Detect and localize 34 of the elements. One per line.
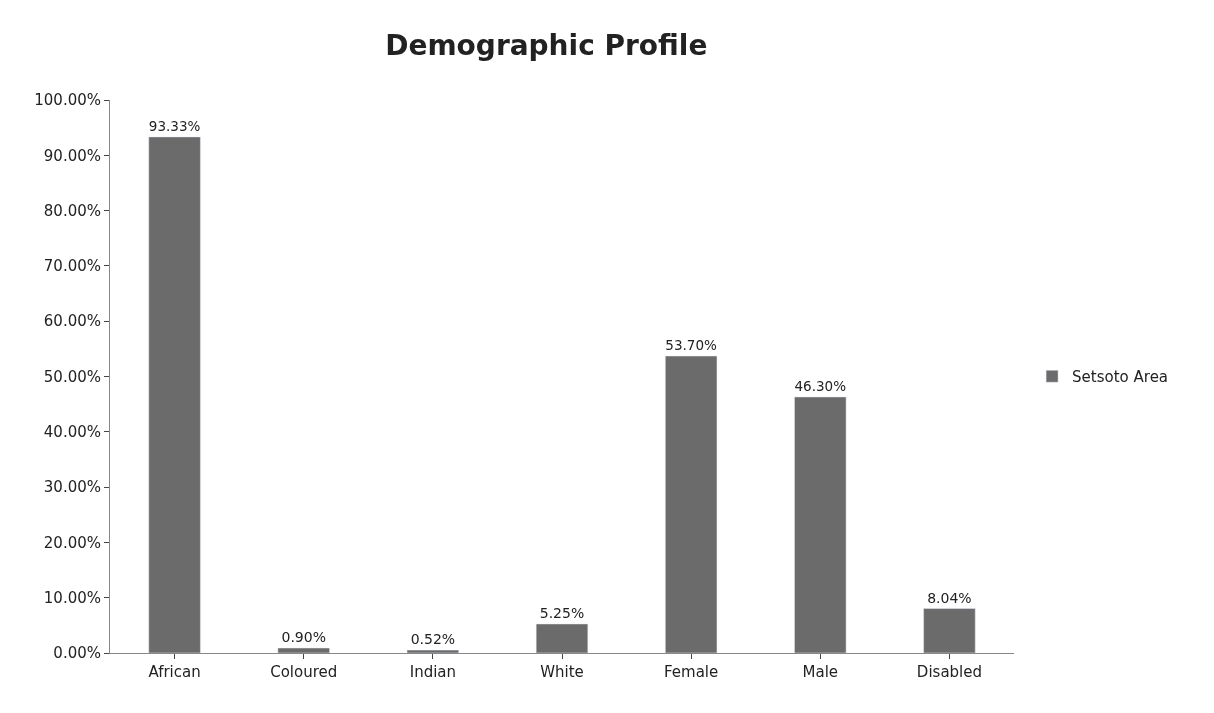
y-tick-label: 10.00% <box>43 588 101 607</box>
data-label: 46.30% <box>794 378 847 395</box>
data-label: 8.04% <box>927 589 972 606</box>
y-tick-label: 40.00% <box>43 423 101 442</box>
data-label: 0.52% <box>410 631 456 648</box>
chart-title: Demographic Profile <box>385 29 708 63</box>
bar <box>406 649 459 653</box>
y-tick-label: 50.00% <box>43 367 101 386</box>
x-tick-label: Female <box>664 663 719 681</box>
y-tick-label: 30.00% <box>43 478 101 497</box>
data-label: 93.33% <box>148 117 201 134</box>
data-label: 0.90% <box>281 629 326 646</box>
y-tick-label: 0.00% <box>53 644 101 663</box>
y-tick-label: 90.00% <box>43 146 101 165</box>
x-tick-label: White <box>540 663 584 681</box>
x-tick-label: Indian <box>409 663 457 681</box>
bar <box>148 136 201 653</box>
bar <box>923 608 976 653</box>
x-tick-label: Disabled <box>916 663 983 681</box>
bar <box>665 355 718 653</box>
data-label: 5.25% <box>539 604 585 621</box>
bar <box>535 623 589 653</box>
bar <box>794 396 847 653</box>
x-tick-label: African <box>148 663 201 681</box>
data-label: 53.70% <box>665 337 718 354</box>
x-tick-label: Male <box>802 663 839 681</box>
x-tick-label: Coloured <box>270 663 338 681</box>
y-tick-label: 20.00% <box>43 533 101 552</box>
y-tick-label: 100.00% <box>34 91 101 110</box>
bar <box>277 647 330 653</box>
legend-label: Setsoto Area <box>1072 368 1169 387</box>
y-tick-label: 60.00% <box>43 312 101 331</box>
y-tick-label: 70.00% <box>43 257 101 276</box>
y-tick-label: 80.00% <box>43 201 101 220</box>
